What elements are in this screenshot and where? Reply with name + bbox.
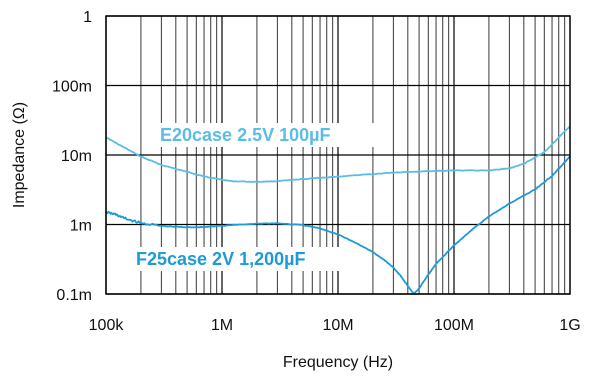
- series-labels: E20case 2.5V 100µF F25case 2V 1,200µF: [130, 123, 390, 271]
- y-tick-label: 1: [83, 9, 92, 26]
- x-tick-label: 100M: [434, 317, 474, 334]
- plot-frame: [105, 15, 571, 295]
- series-label-background: [130, 247, 356, 271]
- series-label-background: [154, 123, 390, 147]
- series-label: E20case 2.5V 100µF: [160, 125, 331, 145]
- series-lines: [105, 125, 571, 296]
- x-tick-label: 10M: [322, 317, 353, 334]
- y-tick-label: 0.1m: [56, 287, 92, 304]
- y-tick-label: 100m: [52, 79, 92, 96]
- tick-labels: 100k 1M 10M 100M 1G 0.1m 1m 10m 100m 1: [52, 9, 581, 334]
- x-tick-label: 1G: [559, 317, 580, 334]
- series-line: [105, 155, 571, 296]
- y-tick-label: 10m: [61, 148, 92, 165]
- y-axis-label: Impedance (Ω): [11, 102, 28, 208]
- series-label: F25case 2V 1,200µF: [136, 249, 306, 269]
- x-tick-label: 100k: [89, 317, 125, 334]
- y-tick-label: 1m: [70, 218, 92, 235]
- x-axis-label: Frequency (Hz): [283, 354, 393, 371]
- series-line: [105, 125, 571, 183]
- x-tick-label: 1M: [211, 317, 233, 334]
